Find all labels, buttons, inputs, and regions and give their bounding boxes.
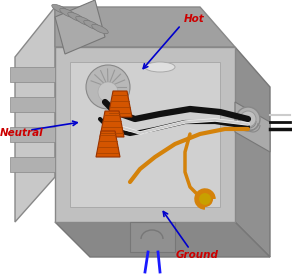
Polygon shape [70, 62, 220, 207]
Polygon shape [100, 111, 124, 137]
Circle shape [198, 192, 212, 206]
Polygon shape [108, 91, 132, 117]
Ellipse shape [92, 24, 108, 34]
Polygon shape [55, 47, 235, 222]
Ellipse shape [60, 8, 76, 18]
Circle shape [236, 107, 260, 131]
Ellipse shape [52, 4, 68, 14]
Ellipse shape [145, 62, 175, 72]
Polygon shape [130, 222, 175, 252]
Polygon shape [235, 47, 270, 257]
Polygon shape [15, 7, 55, 222]
Text: Hot: Hot [184, 14, 205, 24]
Polygon shape [55, 7, 235, 47]
Text: Ground: Ground [175, 250, 218, 260]
Polygon shape [10, 67, 55, 82]
Polygon shape [10, 157, 55, 172]
Text: Neutral: Neutral [0, 128, 44, 138]
Circle shape [98, 82, 118, 102]
Polygon shape [10, 97, 55, 112]
Polygon shape [235, 102, 270, 152]
Polygon shape [55, 222, 270, 257]
Polygon shape [96, 131, 120, 157]
Circle shape [240, 111, 256, 127]
Polygon shape [10, 127, 55, 142]
Polygon shape [55, 0, 105, 54]
Circle shape [86, 65, 130, 109]
Ellipse shape [76, 16, 92, 26]
Ellipse shape [68, 12, 84, 22]
Ellipse shape [84, 20, 100, 30]
